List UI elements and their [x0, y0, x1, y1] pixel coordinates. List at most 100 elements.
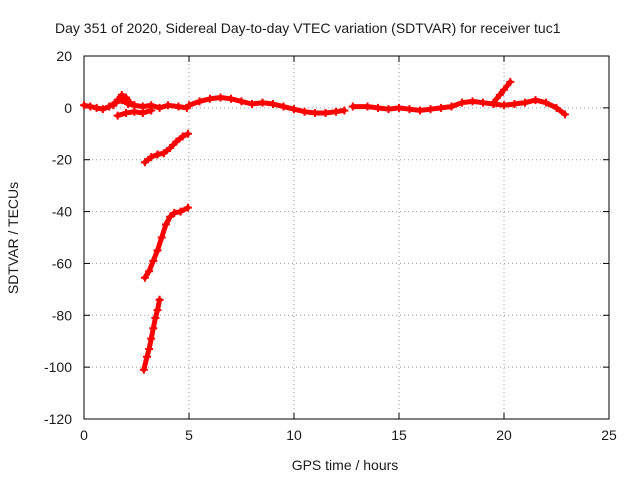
data-point	[521, 98, 529, 107]
data-point	[300, 107, 309, 116]
data-point	[248, 99, 256, 108]
data-point	[113, 111, 122, 120]
data-point	[506, 77, 515, 86]
data-series-arc-neg-60	[140, 203, 192, 282]
data-point	[149, 324, 158, 333]
data-point	[348, 102, 357, 111]
plot-frame	[83, 55, 610, 420]
data-points	[80, 77, 569, 374]
data-point	[531, 96, 540, 105]
data-point	[166, 212, 175, 221]
data-point	[395, 103, 403, 112]
series-line	[186, 95, 347, 116]
data-point	[311, 109, 319, 118]
data-point	[170, 208, 179, 217]
data-point	[183, 203, 192, 212]
x-tick-label: 25	[601, 427, 617, 443]
data-point	[157, 233, 166, 242]
data-point	[542, 98, 550, 107]
data-point	[80, 101, 88, 110]
y-tick-label: -20	[52, 152, 72, 168]
data-point	[437, 103, 445, 112]
data-point	[143, 352, 151, 361]
data-point	[92, 103, 101, 112]
data-point	[321, 109, 330, 118]
data-point	[176, 207, 185, 216]
data-point	[117, 90, 126, 99]
y-tick-label: 20	[56, 48, 72, 64]
data-point	[140, 273, 149, 282]
data-point	[164, 101, 172, 110]
data-point	[109, 101, 118, 110]
data-point	[147, 153, 156, 162]
y-tick-label: -80	[52, 307, 72, 323]
data-point	[139, 365, 148, 374]
x-tick-label: 10	[286, 427, 302, 443]
data-point	[153, 246, 162, 255]
x-tick-label: 0	[80, 427, 88, 443]
y-tick-label: -120	[44, 411, 72, 427]
y-tick-label: -40	[52, 204, 72, 220]
x-tick-label: 15	[391, 427, 407, 443]
data-point	[479, 98, 487, 107]
data-point	[468, 97, 477, 106]
series-line	[491, 79, 513, 106]
data-point	[216, 93, 225, 102]
y-tick-label: 0	[64, 100, 72, 116]
data-point	[405, 105, 414, 114]
data-point	[500, 85, 508, 94]
series-line	[142, 205, 191, 281]
data-series-arc-low-1	[113, 106, 156, 120]
data-point	[86, 102, 95, 111]
data-series-arc-main-3	[348, 96, 569, 119]
data-point	[98, 105, 107, 114]
data-point	[237, 97, 246, 106]
y-tick-label: -100	[44, 359, 72, 375]
data-point	[185, 101, 193, 110]
data-point	[552, 103, 561, 112]
data-point	[495, 90, 504, 99]
data-point	[126, 98, 135, 107]
data-point	[363, 102, 372, 111]
data-point	[426, 105, 435, 114]
y-axis-label: SDTVAR / TECUs	[5, 182, 21, 294]
axis-ticks: 0 5 10 15 20 25 20 0 -20 -40 -60 -80 -100 -120	[44, 48, 617, 443]
chart-title: Day 351 of 2020, Sidereal Day-to-day VTE…	[55, 20, 561, 36]
data-point	[145, 267, 154, 276]
grid-lines	[84, 56, 609, 419]
data-point	[258, 98, 267, 107]
data-point	[122, 109, 130, 118]
data-point	[510, 99, 519, 108]
data-point	[290, 105, 298, 114]
data-point	[416, 106, 424, 115]
data-point	[153, 150, 162, 159]
data-point	[145, 344, 154, 353]
data-point	[447, 102, 456, 111]
data-series-arc-neg-20	[140, 129, 192, 167]
data-point	[161, 220, 170, 229]
data-point	[560, 110, 569, 119]
data-point	[122, 93, 130, 102]
data-point	[340, 106, 349, 115]
data-point	[227, 94, 235, 103]
data-point	[195, 97, 204, 106]
x-tick-label: 5	[185, 427, 193, 443]
data-series-arc-spike-2	[489, 77, 515, 107]
data-point	[130, 107, 139, 116]
data-point	[138, 109, 147, 118]
y-tick-label: -60	[52, 255, 72, 271]
data-point	[147, 334, 156, 343]
data-point	[458, 98, 466, 107]
data-point	[140, 158, 149, 167]
data-point	[113, 96, 122, 105]
data-point	[206, 94, 214, 103]
x-tick-label: 20	[496, 427, 512, 443]
data-point	[174, 102, 183, 111]
data-point	[178, 132, 187, 141]
data-point	[155, 103, 164, 112]
data-point	[374, 103, 382, 112]
data-point	[500, 101, 508, 110]
data-point	[151, 313, 160, 322]
data-point	[332, 107, 340, 116]
